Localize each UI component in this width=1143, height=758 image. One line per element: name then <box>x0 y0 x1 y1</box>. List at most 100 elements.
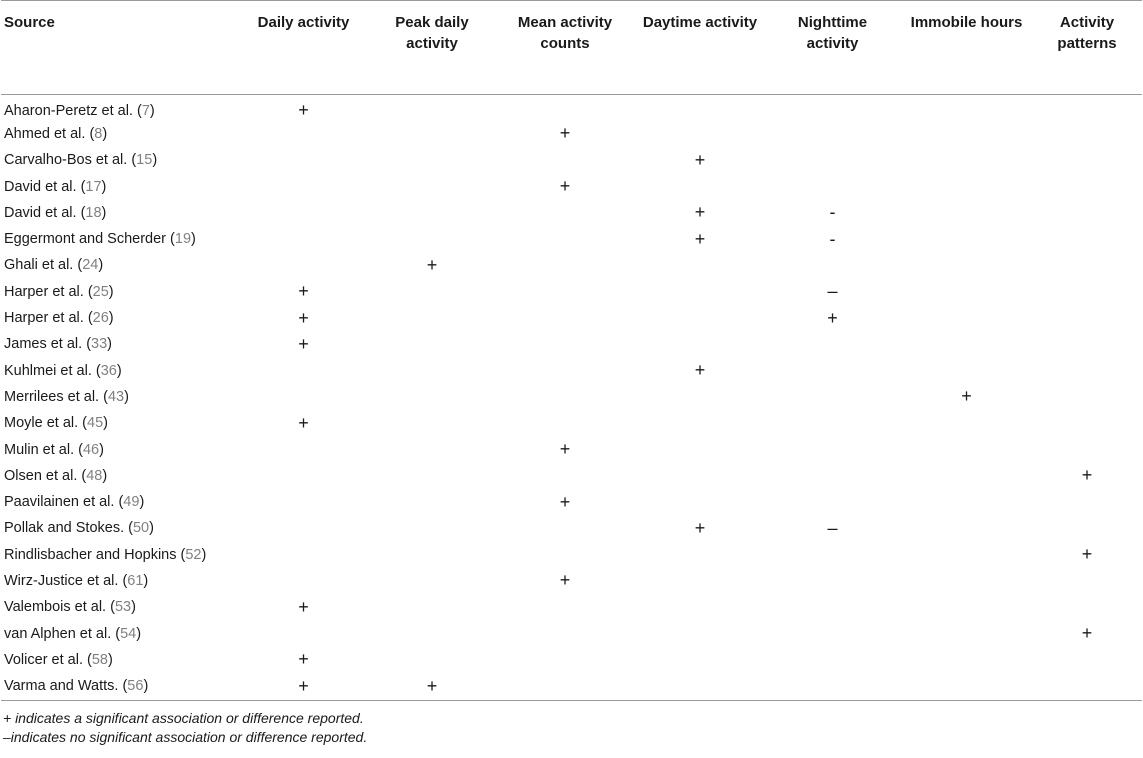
source-cell: Moyle et al. (45) <box>4 415 108 432</box>
footnote-minus: –indicates no significant association or… <box>3 728 368 745</box>
source-name: David et al. <box>4 204 77 221</box>
column-header-daytime-activity: Daytime activity <box>642 14 758 31</box>
table-row: Wirz-Justice et al. (61) + <box>1 568 1142 594</box>
result-cell <box>237 147 370 173</box>
result-mark: + <box>426 254 438 275</box>
result-cell <box>494 515 636 541</box>
footnotes: + indicates a significant association or… <box>0 701 1143 747</box>
source-name: David et al. <box>4 178 77 195</box>
result-mark: – <box>827 517 838 538</box>
result-cell <box>1032 647 1142 673</box>
result-cell: + <box>237 410 370 436</box>
result-cell <box>901 515 1032 541</box>
table-row: Harper et al. (25) + – <box>1 279 1142 305</box>
result-cell <box>901 200 1032 226</box>
source-cell: Ghali et al. (24) <box>4 257 104 274</box>
result-cell <box>1032 568 1142 594</box>
source-name: Harper et al. <box>4 310 84 327</box>
source-cell: Rindlisbacher and Hopkins (52) <box>4 546 207 563</box>
reference-number: 33 <box>91 336 108 353</box>
result-cell <box>764 147 901 173</box>
result-cell: + <box>370 673 494 700</box>
result-cell <box>764 594 901 620</box>
result-cell <box>237 121 370 147</box>
result-cell <box>494 620 636 646</box>
table-row: David et al. (18) + - <box>1 200 1142 226</box>
reference-number: 52 <box>185 546 202 563</box>
result-cell <box>901 410 1032 436</box>
result-cell: + <box>764 305 901 331</box>
result-mark: + <box>298 100 309 121</box>
source-name: Varma and Watts. <box>4 678 119 695</box>
result-mark: + <box>426 675 438 696</box>
table-row: Carvalho-Bos et al. (15) + <box>1 147 1142 173</box>
result-mark: + <box>559 176 571 197</box>
table-row: van Alphen et al. (54) + <box>1 620 1142 646</box>
result-cell <box>901 95 1032 121</box>
result-mark: + <box>694 202 706 223</box>
result-cell: + <box>237 95 370 121</box>
result-mark: + <box>298 412 309 433</box>
result-cell <box>636 279 764 305</box>
result-cell <box>901 357 1032 383</box>
result-cell <box>764 357 901 383</box>
source-cell: Valembois et al. (53) <box>4 599 136 616</box>
result-cell <box>636 252 764 278</box>
result-cell <box>370 305 494 331</box>
reference-number: 8 <box>94 125 103 142</box>
table-row: Ahmed et al. (8) + <box>1 121 1142 147</box>
result-cell: + <box>901 384 1032 410</box>
column-header-activity-patterns: Activity patterns <box>1057 14 1117 52</box>
result-cell <box>636 647 764 673</box>
result-cell <box>636 173 764 199</box>
result-cell <box>636 436 764 462</box>
result-cell <box>494 673 636 700</box>
result-cell <box>636 331 764 357</box>
table-row: Kuhlmei et al. (36) + <box>1 357 1142 383</box>
result-cell <box>494 463 636 489</box>
result-mark: + <box>827 307 838 328</box>
result-cell <box>237 357 370 383</box>
result-cell <box>370 226 494 252</box>
source-cell: Olsen et al. (48) <box>4 467 108 484</box>
result-cell <box>901 436 1032 462</box>
activity-table: Source Daily activity Peak daily activit… <box>1 0 1142 701</box>
result-cell <box>370 121 494 147</box>
result-mark: + <box>694 149 706 170</box>
result-cell <box>237 568 370 594</box>
result-cell <box>636 95 764 121</box>
result-mark: - <box>829 202 836 223</box>
result-cell <box>494 357 636 383</box>
result-cell <box>636 410 764 436</box>
result-cell <box>901 594 1032 620</box>
result-cell <box>370 147 494 173</box>
result-cell <box>494 279 636 305</box>
result-cell <box>901 568 1032 594</box>
result-cell: - <box>764 200 901 226</box>
result-mark: + <box>1081 544 1093 565</box>
table-row: Rindlisbacher and Hopkins (52) + <box>1 542 1142 568</box>
result-cell <box>370 620 494 646</box>
source-cell: Mulin et al. (46) <box>4 441 104 458</box>
result-cell <box>1032 226 1142 252</box>
result-cell <box>1032 279 1142 305</box>
result-cell <box>764 173 901 199</box>
result-cell: + <box>237 673 370 700</box>
result-cell <box>901 489 1032 515</box>
source-name: Carvalho-Bos et al. <box>4 152 128 169</box>
table-row: Valembois et al. (53) + <box>1 594 1142 620</box>
reference-number: 19 <box>174 231 192 248</box>
table-row: Harper et al. (26) + + <box>1 305 1142 331</box>
source-name: Rindlisbacher and Hopkins <box>4 546 177 563</box>
reference-number: 61 <box>127 572 144 589</box>
result-cell <box>494 384 636 410</box>
table-row: Mulin et al. (46) + <box>1 436 1142 462</box>
result-cell <box>901 647 1032 673</box>
result-cell <box>370 384 494 410</box>
source-name: Moyle et al. <box>4 415 79 432</box>
result-cell <box>1032 673 1142 700</box>
result-cell: + <box>636 200 764 226</box>
result-cell <box>370 95 494 121</box>
result-cell <box>494 147 636 173</box>
result-cell: + <box>237 594 370 620</box>
